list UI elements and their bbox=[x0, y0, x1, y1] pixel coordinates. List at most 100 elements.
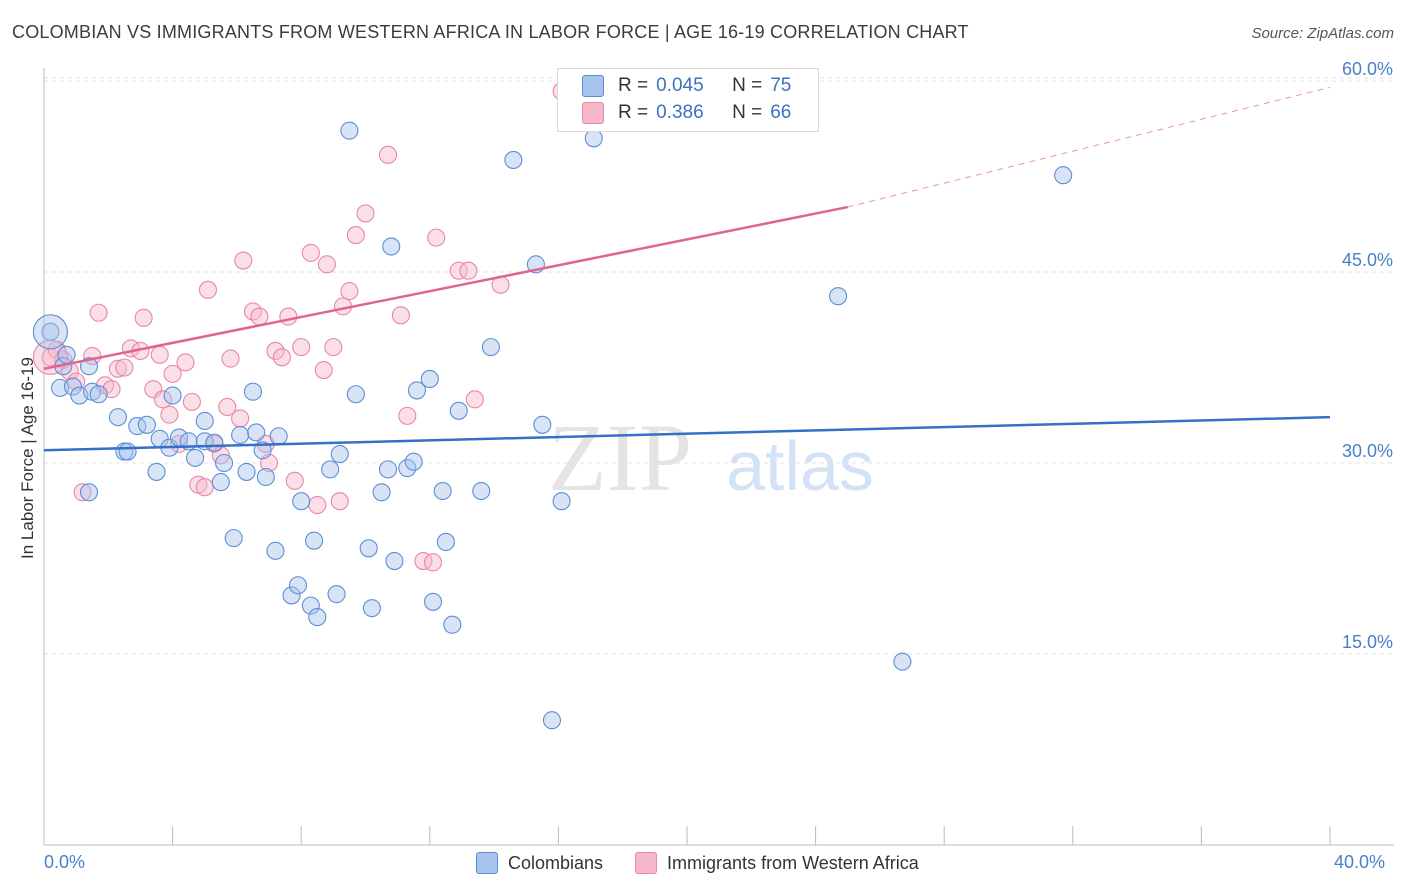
data-point bbox=[308, 608, 327, 627]
data-point bbox=[459, 261, 478, 280]
data-point bbox=[542, 711, 562, 730]
data-point bbox=[182, 392, 201, 411]
data-point bbox=[829, 287, 848, 306]
data-point bbox=[305, 531, 324, 550]
data-point bbox=[330, 492, 349, 511]
data-point bbox=[218, 397, 237, 417]
data-point bbox=[443, 615, 462, 634]
legend-label-colombians: Colombians bbox=[508, 852, 604, 873]
correlation-row-colombians: R = 0.045 N = 75 bbox=[582, 73, 791, 99]
r-label: R = bbox=[618, 75, 649, 96]
data-point bbox=[340, 121, 359, 140]
data-point bbox=[324, 338, 343, 357]
data-point bbox=[272, 348, 291, 367]
data-point bbox=[301, 596, 320, 615]
data-point bbox=[250, 307, 269, 326]
data-point bbox=[79, 357, 99, 376]
data-point bbox=[137, 415, 156, 434]
data-point bbox=[308, 495, 327, 515]
data-point bbox=[321, 460, 340, 479]
data-point bbox=[150, 345, 169, 364]
data-point bbox=[231, 425, 250, 445]
data-point bbox=[436, 532, 455, 551]
data-point bbox=[340, 282, 359, 301]
data-point bbox=[163, 364, 182, 383]
data-point bbox=[115, 358, 134, 377]
axes bbox=[43, 68, 1394, 846]
data-point bbox=[504, 150, 523, 169]
data-point bbox=[346, 385, 365, 404]
data-point bbox=[1054, 166, 1073, 185]
data-point bbox=[327, 585, 346, 604]
data-point bbox=[346, 226, 365, 245]
correlation-row-immigrants: R = 0.386 N = 66 bbox=[582, 100, 791, 126]
data-point bbox=[372, 483, 391, 502]
data-point bbox=[247, 423, 266, 442]
data-point bbox=[195, 411, 214, 431]
data-point bbox=[292, 492, 311, 511]
data-point bbox=[89, 303, 108, 322]
data-point bbox=[481, 338, 500, 357]
data-point bbox=[282, 586, 301, 605]
n-label: N = bbox=[732, 75, 763, 96]
data-point bbox=[398, 406, 417, 425]
y-tick-label: 45.0% bbox=[1342, 250, 1393, 270]
data-point bbox=[893, 652, 912, 671]
chart-title: COLOMBIAN VS IMMIGRANTS FROM WESTERN AFR… bbox=[12, 22, 969, 42]
y-tick-label: 30.0% bbox=[1342, 441, 1393, 461]
data-point bbox=[433, 481, 452, 501]
n-label: N = bbox=[732, 102, 763, 123]
data-point bbox=[552, 492, 571, 511]
data-point bbox=[51, 378, 70, 397]
data-point bbox=[153, 390, 173, 409]
legend-label-immigrants: Immigrants from Western Africa bbox=[667, 852, 919, 873]
data-point bbox=[79, 483, 99, 502]
y-tick-label: 60.0% bbox=[1342, 59, 1393, 79]
data-point bbox=[108, 359, 127, 378]
data-point bbox=[186, 448, 205, 467]
data-point bbox=[89, 385, 108, 404]
data-point bbox=[378, 460, 398, 479]
legend-item-colombians[interactable]: Colombians bbox=[476, 852, 603, 874]
watermark-atlas: atlas bbox=[726, 427, 874, 505]
data-point bbox=[214, 453, 234, 473]
r-value: 0.045 bbox=[656, 75, 704, 96]
correlation-legend: R = 0.045 N = 75 R = 0.386 N = 66 bbox=[557, 68, 819, 132]
data-point bbox=[423, 592, 443, 611]
r-value: 0.386 bbox=[656, 102, 704, 123]
data-point bbox=[362, 599, 381, 618]
data-point bbox=[382, 237, 401, 256]
data-point bbox=[134, 308, 153, 327]
data-point bbox=[118, 442, 137, 461]
data-point bbox=[356, 204, 375, 223]
data-point bbox=[292, 338, 311, 357]
data-point bbox=[359, 539, 378, 558]
data-point bbox=[198, 280, 218, 299]
data-point bbox=[57, 345, 76, 364]
data-point-large bbox=[32, 314, 68, 350]
y-tick-label: 15.0% bbox=[1342, 632, 1393, 652]
data-point bbox=[301, 243, 320, 262]
data-point bbox=[378, 145, 398, 164]
data-point bbox=[427, 228, 446, 247]
data-point bbox=[404, 452, 423, 471]
data-point bbox=[108, 408, 127, 427]
legend-item-immigrants[interactable]: Immigrants from Western Africa bbox=[635, 852, 919, 874]
y-axis-label: In Labor Force | Age 16-19 bbox=[18, 357, 37, 559]
trend-line-immigrants bbox=[43, 205, 848, 370]
data-point bbox=[221, 349, 240, 368]
data-point bbox=[41, 322, 60, 341]
series-legend: Colombians Immigrants from Western Afric… bbox=[476, 852, 951, 874]
data-point bbox=[584, 129, 603, 148]
y-tick-labels: 15.0% 30.0% 45.0% 60.0% bbox=[1342, 59, 1393, 652]
legend-swatch-colombians bbox=[582, 75, 604, 97]
data-point bbox=[317, 255, 336, 274]
data-point bbox=[253, 441, 272, 460]
trend-lines bbox=[43, 86, 1331, 452]
data-point bbox=[176, 353, 195, 372]
legend-swatch-immigrants bbox=[635, 852, 658, 874]
data-point bbox=[391, 306, 410, 325]
data-point bbox=[472, 481, 491, 501]
series-colombians bbox=[32, 121, 1073, 730]
